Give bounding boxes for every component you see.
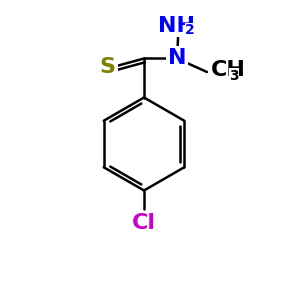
Text: 2: 2 [185,23,195,37]
Text: Cl: Cl [132,213,156,233]
Text: 3: 3 [230,69,239,82]
Text: CH: CH [211,61,245,80]
Text: NH: NH [158,16,196,36]
Text: S: S [99,58,116,77]
Text: N: N [168,49,186,68]
